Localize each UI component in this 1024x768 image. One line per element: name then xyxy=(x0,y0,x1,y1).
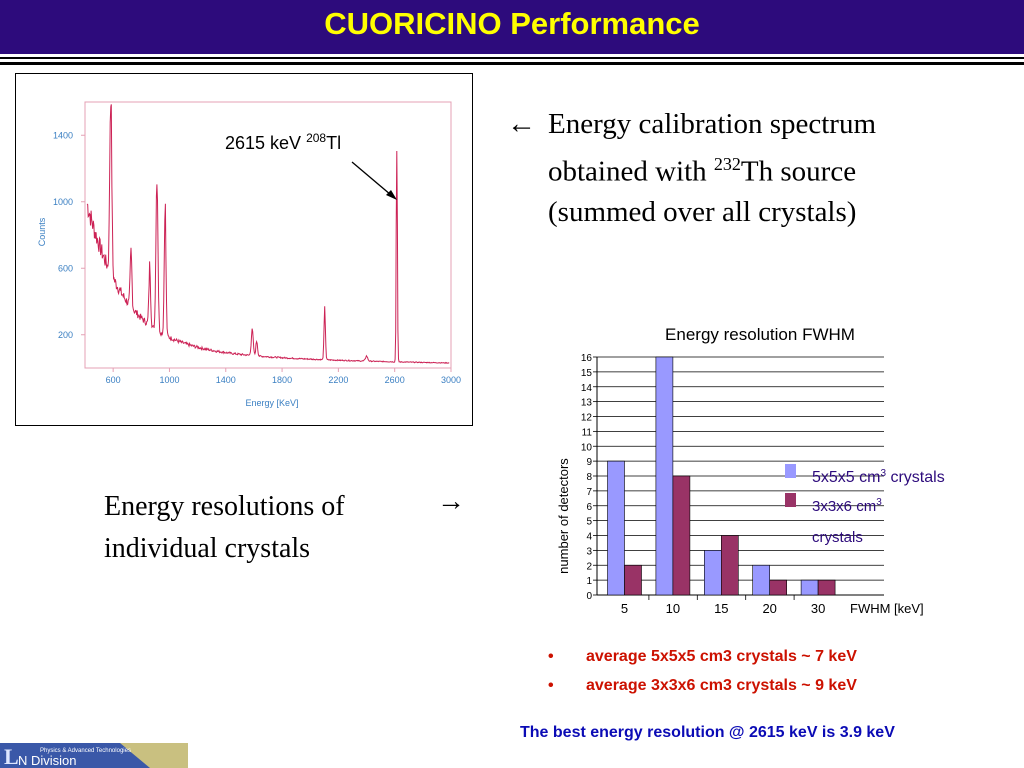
chart-bar xyxy=(752,564,770,596)
chart-x-label: FWHM [keV] xyxy=(850,601,924,616)
logo-tagline: Physics & Advanced Technologies xyxy=(40,748,131,754)
legend-label-3x3x6: 3x3x6 cm3 xyxy=(812,497,882,515)
title-divider xyxy=(0,57,1024,59)
chart-y-tick-label: 10 xyxy=(581,442,593,453)
chart-x-tick-label: 30 xyxy=(811,601,825,616)
spectrum-x-tick-label: 600 xyxy=(106,375,121,385)
chart-x-tick-label: 15 xyxy=(714,601,728,616)
chart-y-tick-label: 5 xyxy=(586,517,592,528)
chart-y-tick-label: 15 xyxy=(581,368,593,379)
tl208-peak-annotation: 2615 keV 208Tl xyxy=(225,131,341,153)
desc-line-2: obtained with 232Th source xyxy=(548,154,857,188)
chart-y-label: number of detectors xyxy=(556,458,571,574)
title-bar xyxy=(0,0,1024,54)
logo-mark: L xyxy=(4,744,19,768)
chart-y-tick-label: 16 xyxy=(581,353,593,364)
spectrum-x-tick-label: 1800 xyxy=(272,375,292,385)
legend-swatch-3x3x6 xyxy=(785,493,796,507)
chart-bar xyxy=(624,564,642,596)
spectrum-y-tick-label: 600 xyxy=(58,263,73,273)
spectrum-x-tick-label: 2600 xyxy=(385,375,405,385)
chart-y-tick-label: 12 xyxy=(581,413,593,424)
energy-resolution-chart: Energy resolution FWHM 01234567891011121… xyxy=(556,325,945,616)
division-logo: L Physics & Advanced Technologies N Divi… xyxy=(0,743,188,768)
chart-bar xyxy=(607,460,625,596)
spectrum-y-tick-label: 1400 xyxy=(53,130,73,140)
chart-bar xyxy=(721,535,739,596)
chart-y-tick-label: 4 xyxy=(586,532,592,543)
legend-label-5x5x5: 5x5x5 cm3 crystals xyxy=(812,468,945,486)
calibration-spectrum-plot: 600 1000 1400 1800 2200 2600 3000 1400 1000 600 20… xyxy=(37,101,461,408)
spectrum-y-label: Counts xyxy=(37,217,47,246)
conclusion-text: The best energy resolution @ 2615 keV is… xyxy=(520,724,895,741)
slide-title: CUORICINO Performance xyxy=(324,6,700,41)
chart-bar xyxy=(800,579,819,596)
chart-bar xyxy=(769,579,787,596)
spectrum-y-tick-label: 200 xyxy=(58,330,73,340)
chart-y-tick-label: 0 xyxy=(586,591,592,602)
spectrum-x-tick-label: 1400 xyxy=(216,375,236,385)
desc-line-3: (summed over all crystals) xyxy=(548,195,857,228)
title-divider-thick xyxy=(0,62,1024,65)
logo-division: N Division xyxy=(18,753,77,768)
chart-y-tick-label: 2 xyxy=(586,561,592,572)
chart-y-tick-label: 3 xyxy=(586,546,592,557)
chart-x-tick-label: 20 xyxy=(762,601,776,616)
chart-x-tick-label: 5 xyxy=(621,601,628,616)
chart-y-tick-label: 7 xyxy=(586,487,592,498)
spectrum-trace xyxy=(86,104,450,364)
legend-label-3x3x6-line2: crystals xyxy=(812,529,863,546)
chart-y-tick-label: 9 xyxy=(586,457,592,468)
left-arrow-icon: ← xyxy=(507,108,536,140)
spectrum-x-tick-label: 1000 xyxy=(159,375,179,385)
desc-line-1: Energy calibration spectrum xyxy=(548,108,877,140)
resolution-description: Energy resolutions of individual crystal… xyxy=(104,491,345,564)
spectrum-plot-border xyxy=(84,101,452,369)
arrow-head-icon xyxy=(386,190,397,200)
chart-y-tick-label: 13 xyxy=(581,398,593,409)
spectrum-x-tick-label: 2200 xyxy=(328,375,348,385)
chart-x-tick-label: 10 xyxy=(666,601,680,616)
chart-bar xyxy=(655,356,674,596)
chart-title: Energy resolution FWHM xyxy=(665,325,855,344)
legend-swatch-5x5x5 xyxy=(785,464,796,478)
chart-bar xyxy=(672,475,691,596)
chart-y-tick-label: 8 xyxy=(586,472,592,483)
peak-pointer-arrow xyxy=(351,161,392,196)
right-arrow-icon: → xyxy=(437,486,465,517)
spectrum-image-frame: 600 1000 1400 1800 2200 2600 3000 1400 1000 600 20… xyxy=(15,73,473,426)
chart-y-tick-label: 11 xyxy=(582,427,593,438)
chart-legend: 5x5x5 cm3 crystals 3x3x6 cm3 crystals xyxy=(785,464,945,546)
spectrum-x-tick-label: 3000 xyxy=(441,375,461,385)
spectrum-y-tick-label: 1000 xyxy=(53,197,73,207)
chart-bar xyxy=(817,579,836,596)
spectrum-x-label: Energy [KeV] xyxy=(245,398,298,408)
chart-y-tick-label: 1 xyxy=(586,576,592,587)
chart-bar xyxy=(704,550,722,596)
chart-y-tick-label: 14 xyxy=(581,383,593,394)
chart-y-tick-label: 6 xyxy=(586,502,592,513)
